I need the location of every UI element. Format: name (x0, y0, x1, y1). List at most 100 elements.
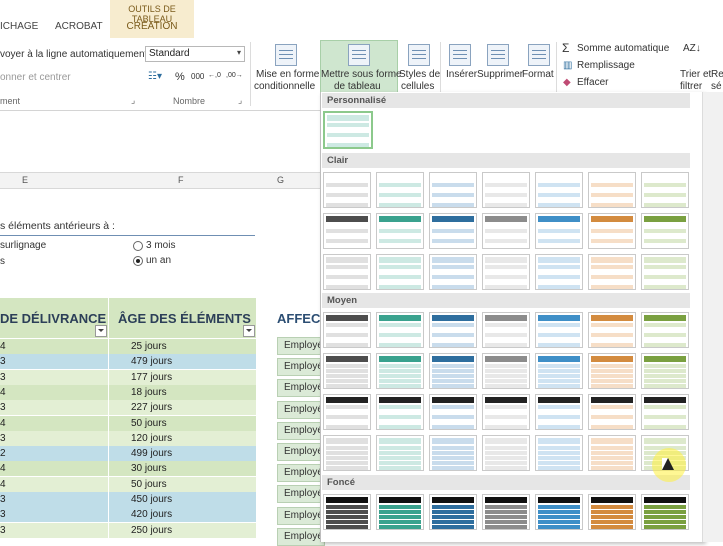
tab-acrobat[interactable]: ACROBAT (55, 21, 103, 32)
table-style-option[interactable] (376, 353, 424, 389)
table-style-option[interactable] (535, 394, 583, 430)
conditional-format-label-1[interactable]: Mise en forme (256, 69, 320, 80)
find-select-label-2[interactable]: sé (711, 81, 722, 92)
clear-button[interactable]: Effacer (577, 77, 609, 88)
table-row[interactable]: 3 420 jours (0, 507, 256, 523)
affect-item[interactable]: Employé (277, 379, 325, 398)
cell-delivery[interactable]: 4 (0, 461, 108, 477)
cell-age[interactable]: 50 jours (109, 476, 256, 492)
fill-icon[interactable]: ▥ (563, 60, 573, 71)
cell-age[interactable]: 250 jours (109, 522, 256, 538)
table-style-option[interactable] (429, 394, 477, 430)
table-style-option[interactable] (588, 494, 636, 530)
table-style-option[interactable] (482, 394, 530, 430)
table-style-option[interactable] (588, 312, 636, 348)
table-row[interactable]: 4 50 jours (0, 476, 256, 493)
table-style-option[interactable] (376, 435, 424, 471)
table-style-option[interactable] (641, 312, 689, 348)
sort-icon[interactable]: AZ↓ (683, 43, 701, 54)
affect-item[interactable]: Employé (277, 485, 325, 504)
table-style-option[interactable] (535, 353, 583, 389)
affect-item[interactable]: Employé (277, 506, 325, 525)
affect-item[interactable]: Employé (277, 400, 325, 419)
tab-affichage[interactable]: ICHAGE (0, 21, 39, 32)
table-style-option[interactable] (323, 494, 371, 530)
tab-creation[interactable]: CRÉATION (126, 21, 178, 32)
cell-delivery[interactable]: 3 (0, 522, 108, 538)
cell-age[interactable]: 420 jours (109, 507, 256, 523)
cell-age[interactable]: 50 jours (109, 415, 256, 431)
number-dialog-launcher-icon[interactable]: ⌟ (238, 95, 243, 105)
table-style-option[interactable] (588, 213, 636, 249)
cell-delivery[interactable]: 3 (0, 400, 108, 416)
cell-delivery[interactable]: 3 (0, 507, 108, 523)
autosum-button[interactable]: Somme automatique (577, 43, 670, 54)
table-row[interactable]: 4 25 jours (0, 339, 256, 355)
percent-button[interactable]: % (175, 71, 185, 83)
table-style-option[interactable] (323, 213, 371, 249)
table-row[interactable]: 3 120 jours (0, 430, 256, 447)
merge-center-button[interactable]: onner et centrer (0, 72, 71, 83)
radio-1-year[interactable] (133, 256, 143, 266)
table-style-option[interactable] (588, 353, 636, 389)
table-style-option[interactable] (535, 312, 583, 348)
table-style-option[interactable] (535, 254, 583, 290)
filter-dropdown-icon[interactable] (243, 325, 255, 337)
table-style-option[interactable] (482, 435, 530, 471)
table-style-option[interactable] (588, 394, 636, 430)
sort-filter-label-1[interactable]: Trier et (680, 69, 712, 80)
cell-age[interactable]: 499 jours (109, 446, 256, 462)
affect-item[interactable]: Employé (277, 337, 325, 355)
table-style-option[interactable] (482, 213, 530, 249)
table-style-option[interactable] (429, 312, 477, 348)
sort-filter-label-2[interactable]: filtrer (680, 81, 703, 92)
affect-item[interactable]: Employé (277, 527, 325, 546)
table-row[interactable]: 2 499 jours (0, 446, 256, 462)
filter-dropdown-icon[interactable] (95, 325, 107, 337)
find-select-label-1[interactable]: Re (711, 69, 723, 80)
cell-delivery[interactable]: 3 (0, 354, 108, 370)
conditional-format-icon[interactable] (275, 44, 297, 66)
table-style-option[interactable] (323, 254, 371, 290)
table-style-option[interactable] (641, 213, 689, 249)
table-row[interactable]: 3 177 jours (0, 369, 256, 386)
eraser-icon[interactable]: ◆ (563, 77, 571, 88)
table-style-option[interactable] (323, 111, 373, 149)
table-style-option[interactable] (535, 494, 583, 530)
cell-delivery[interactable]: 4 (0, 339, 108, 354)
table-style-option[interactable] (323, 172, 371, 208)
table-style-option[interactable] (429, 435, 477, 471)
table-style-option[interactable] (323, 312, 371, 348)
delete-button[interactable]: Supprimer (477, 69, 524, 80)
table-style-option[interactable] (641, 494, 689, 530)
cell-delivery[interactable]: 4 (0, 415, 108, 431)
table-style-option[interactable] (482, 353, 530, 389)
affect-item[interactable]: Employé (277, 358, 325, 377)
format-button[interactable]: Format (522, 69, 554, 80)
cell-age[interactable]: 177 jours (109, 369, 256, 385)
affect-item[interactable]: Employé (277, 443, 325, 461)
cell-age[interactable]: 30 jours (109, 461, 256, 477)
table-style-option[interactable] (641, 254, 689, 290)
table-style-option[interactable] (323, 435, 371, 471)
table-row[interactable]: 4 30 jours (0, 461, 256, 477)
decrease-decimal-button[interactable]: ,00→ (226, 72, 243, 79)
table-style-option[interactable] (482, 312, 530, 348)
cell-age[interactable]: 25 jours (109, 339, 256, 354)
cell-delivery[interactable]: 4 (0, 476, 108, 492)
format-icon[interactable] (528, 44, 550, 66)
cell-delivery[interactable]: 3 (0, 369, 108, 385)
cell-styles-label-1[interactable]: Styles de (399, 69, 441, 80)
radio-3-months[interactable] (133, 241, 143, 251)
conditional-format-label-2[interactable]: conditionnelle (254, 81, 316, 92)
column-header-e[interactable]: E (22, 175, 29, 185)
cell-delivery[interactable]: 2 (0, 446, 108, 462)
table-row[interactable]: 3 250 jours (0, 522, 256, 539)
cell-delivery[interactable]: 4 (0, 384, 108, 400)
column-header-f[interactable]: F (178, 175, 184, 185)
table-style-option[interactable] (376, 172, 424, 208)
table-style-option[interactable] (376, 494, 424, 530)
increase-decimal-button[interactable]: ←,0 (208, 72, 221, 79)
table-style-option[interactable] (429, 494, 477, 530)
table-row[interactable]: 4 18 jours (0, 384, 256, 401)
